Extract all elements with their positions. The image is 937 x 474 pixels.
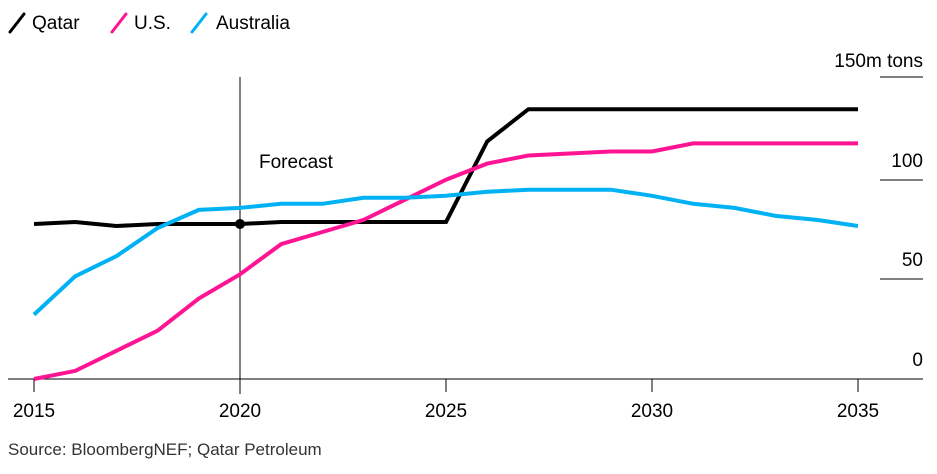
legend-swatch-us	[110, 12, 128, 34]
source-note: Source: BloombergNEF; Qatar Petroleum	[8, 440, 322, 459]
x-tick-label-2015: 2015	[13, 401, 55, 422]
series-line-australia	[32, 187, 859, 317]
x-tick-label-2030: 2030	[631, 401, 673, 422]
legend-item-australia: Australia	[190, 12, 290, 34]
legend-item-qatar: Qatar	[8, 12, 80, 34]
x-axis: 2015 2020 2025 2030 2035	[8, 378, 923, 422]
y-tick-label-150: 150m tons	[834, 51, 923, 72]
legend-label-qatar: Qatar	[32, 13, 80, 34]
legend-item-us: U.S.	[110, 12, 171, 34]
series-group	[32, 107, 859, 381]
y-axis: 150m tons 100 50 0	[834, 51, 923, 371]
x-tick-label-2020: 2020	[219, 401, 261, 422]
y-tick-label-100: 100	[891, 151, 923, 172]
y-tick-label-50: 50	[902, 250, 923, 271]
legend: Qatar U.S. Australia	[8, 12, 290, 34]
y-tick-label-0: 0	[912, 350, 923, 371]
legend-label-australia: Australia	[216, 13, 290, 34]
legend-label-us: U.S.	[134, 13, 171, 34]
x-tick-label-2025: 2025	[425, 401, 467, 422]
forecast-label: Forecast	[259, 152, 334, 173]
series-line-us	[33, 141, 858, 381]
legend-swatch-australia	[190, 12, 208, 34]
forecast-marker-dot	[235, 218, 245, 229]
legend-swatch-qatar	[8, 12, 26, 34]
x-tick-label-2035: 2035	[837, 401, 879, 422]
